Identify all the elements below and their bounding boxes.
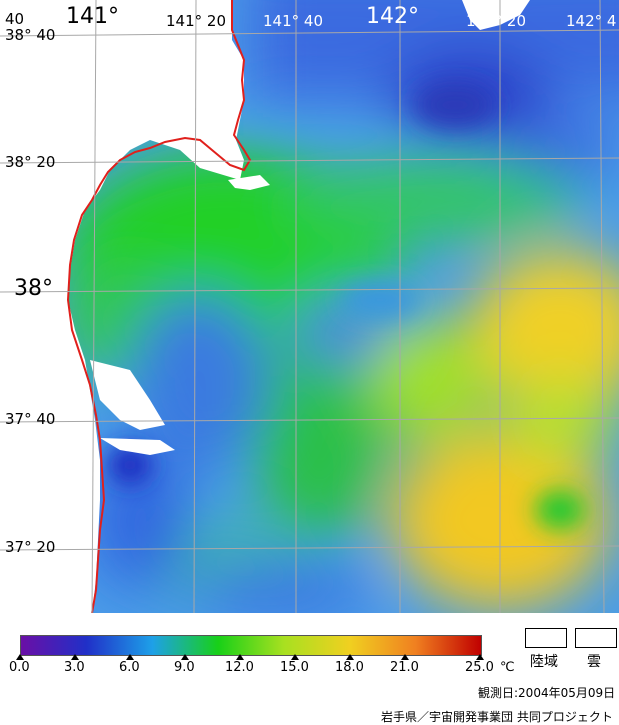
tick-mark-3 [71, 654, 79, 660]
land-swatch [525, 628, 567, 648]
observation-date: 観測日:2004年05月09日 [478, 686, 616, 700]
land-mass [0, 0, 244, 613]
graticule [0, 0, 619, 613]
scale-label-9: 9.0 [174, 660, 195, 675]
tick-mark-0 [16, 654, 24, 660]
lon-label-141-20: 141° 20 [166, 12, 226, 30]
unit-label: ℃ [500, 660, 515, 675]
lat-label-38-40: 38° 40 [5, 26, 56, 44]
coastline [66, 0, 252, 613]
sst-field [0, 0, 619, 613]
credit-line: 岩手県／宇宙開発事業団 共同プロジェクト [381, 710, 613, 724]
temperature-color-scale [20, 635, 482, 656]
lat-label-38: 38° [14, 276, 53, 301]
scale-label-25: 25.0 [465, 660, 494, 675]
lat-label-38-20: 38° 20 [5, 153, 56, 171]
tick-mark-12 [236, 654, 244, 660]
lat-label-37-40: 37° 40 [5, 410, 56, 428]
lat-label-40: 40 [5, 10, 25, 28]
lon-label-142: 142° [366, 4, 419, 29]
scale-label-12: 12.0 [225, 660, 254, 675]
lon-label-141-40: 141° 40 [263, 12, 323, 30]
cloud-label: 雲 [587, 654, 601, 670]
land-label: 陸域 [530, 654, 558, 670]
lon-label-142-40: 142° 4 [566, 12, 617, 30]
sst-map: 141° 141° 20 141° 40 142° 142° 20 142° 4… [0, 0, 619, 613]
tick-mark-21 [401, 654, 409, 660]
tick-mark-15 [291, 654, 299, 660]
scale-label-18: 18.0 [335, 660, 364, 675]
lat-label-37-20: 37° 20 [5, 538, 56, 556]
scale-label-15: 15.0 [280, 660, 309, 675]
cloud-patch [90, 360, 165, 430]
scale-label-3: 3.0 [64, 660, 85, 675]
tick-mark-9 [181, 654, 189, 660]
scale-label-21: 21.0 [390, 660, 419, 675]
lon-label-142-20: 142° 20 [466, 12, 526, 30]
cloud-swatch [575, 628, 617, 648]
scale-label-0: 0.0 [9, 660, 30, 675]
lon-label-141: 141° [66, 4, 119, 29]
scale-label-6: 6.0 [119, 660, 140, 675]
tick-mark-25 [476, 654, 484, 660]
tick-mark-6 [126, 654, 134, 660]
tick-mark-18 [346, 654, 354, 660]
